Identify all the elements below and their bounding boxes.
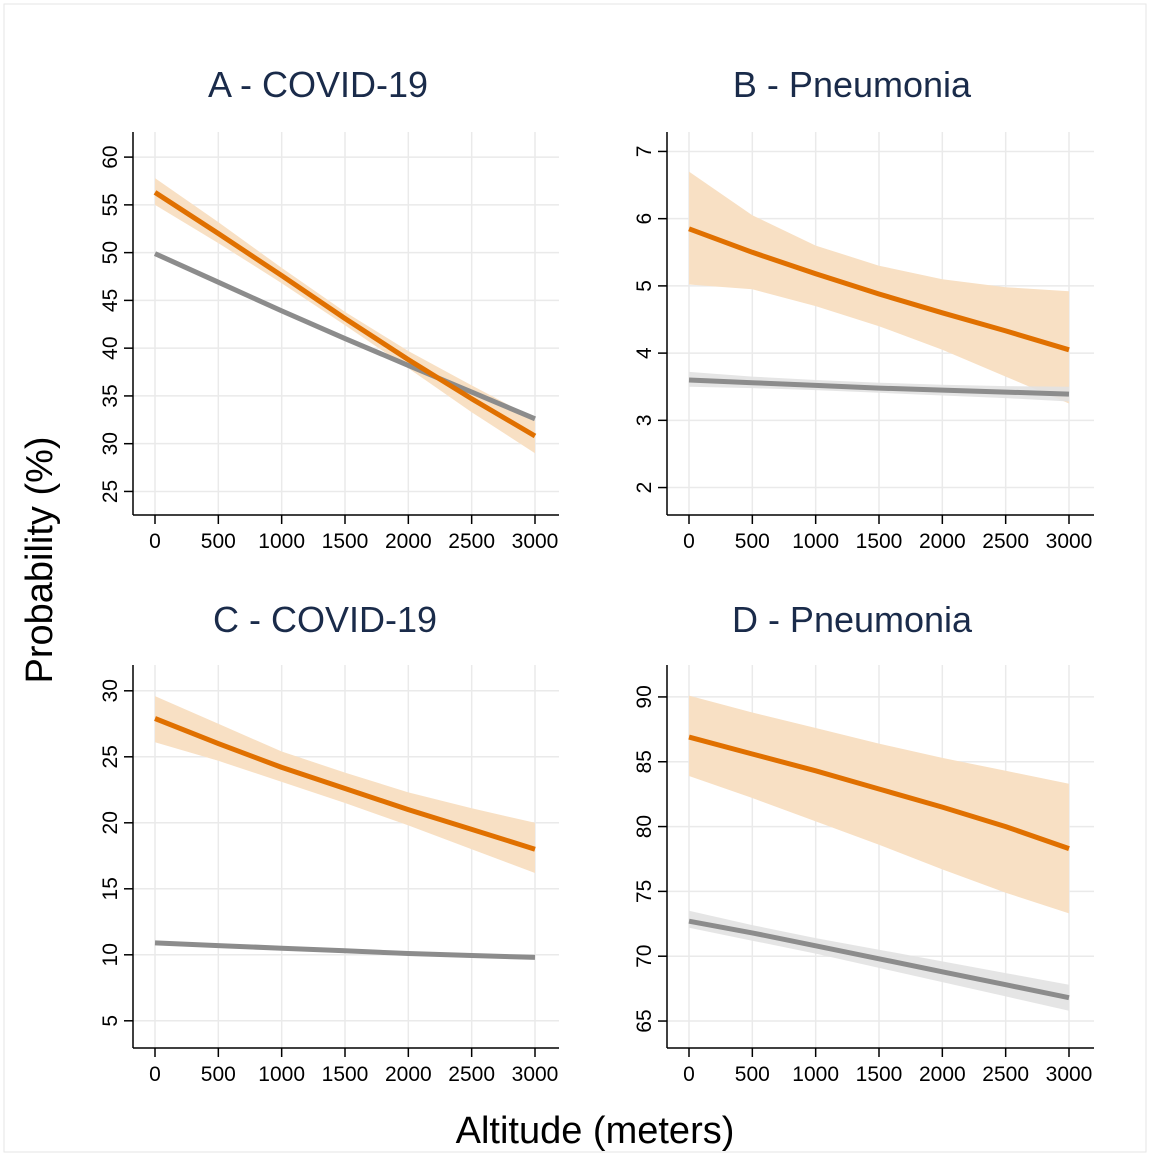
- panel-b-pneumonia: 2 3 4 5 6 7 0 500 1000 1500 2000 2500 3000 B - Pneumo…: [633, 64, 1094, 553]
- ci-band-orange-c: [155, 696, 535, 873]
- y-tick-label-c-2: 15: [99, 877, 122, 900]
- y-tick-label-d-0: 65: [633, 1009, 656, 1032]
- ci-band-orange-b: [689, 171, 1069, 404]
- x-tick-label-a-1: 500: [201, 530, 236, 553]
- y-tick-label-c-3: 20: [99, 811, 122, 834]
- y-tick-label-a-6: 55: [99, 193, 122, 216]
- series-line-orange-d: [688, 734, 1070, 851]
- y-tick-label-b-4: 6: [633, 213, 656, 225]
- x-tick-label-d-4: 2000: [919, 1063, 966, 1086]
- x-tick-label-d-5: 2500: [982, 1063, 1029, 1086]
- x-tick-label-d-6: 3000: [1046, 1063, 1093, 1086]
- series-line-orange-c: [154, 716, 536, 852]
- y-tick-label-a-5: 50: [99, 241, 122, 264]
- y-tick-label-b-5: 7: [633, 146, 656, 158]
- series-line-orange-b: [688, 226, 1070, 353]
- y-tick-label-b-0: 2: [633, 482, 656, 494]
- y-tick-label-a-3: 40: [99, 336, 122, 359]
- x-tick-label-b-5: 2500: [982, 530, 1029, 553]
- x-tick-label-d-2: 1000: [792, 1063, 839, 1086]
- x-tick-label-b-1: 500: [735, 530, 770, 553]
- series-line-gray-d: [688, 918, 1070, 1001]
- ci-band-orange-d: [689, 695, 1069, 914]
- x-tick-label-d-3: 1500: [856, 1063, 903, 1086]
- y-tick-label-a-2: 35: [99, 384, 122, 407]
- panel-c-covid: 5 10 15 20 25 30 0 500 1000 1500 2000 2500 3000 C - C…: [99, 599, 559, 1086]
- x-tick-label-a-6: 3000: [512, 530, 559, 553]
- y-tick-label-c-0: 5: [99, 1015, 122, 1027]
- x-tick-label-d-1: 500: [735, 1063, 770, 1086]
- y-tick-label-d-5: 90: [633, 685, 656, 708]
- x-tick-label-a-0: 0: [149, 530, 161, 553]
- y-tick-label-b-1: 3: [633, 414, 656, 426]
- y-tick-label-d-2: 75: [633, 880, 656, 903]
- x-tick-label-d-0: 0: [683, 1063, 695, 1086]
- x-tick-label-a-2: 1000: [258, 530, 305, 553]
- x-tick-label-b-4: 2000: [919, 530, 966, 553]
- figure-border: [3, 3, 1147, 1153]
- x-tick-label-c-1: 500: [201, 1063, 236, 1086]
- x-tick-label-a-3: 1500: [322, 530, 369, 553]
- y-tick-label-b-2: 4: [633, 347, 656, 359]
- y-tick-label-d-1: 70: [633, 945, 656, 968]
- x-tick-label-a-4: 2000: [385, 530, 432, 553]
- y-tick-label-d-4: 85: [633, 750, 656, 773]
- x-tick-label-b-2: 1000: [792, 530, 839, 553]
- y-tick-label-c-1: 10: [99, 943, 122, 966]
- panel-title-a: A - COVID-19: [208, 64, 428, 105]
- series-line-gray-a: [153, 251, 536, 422]
- x-tick-label-c-0: 0: [149, 1063, 161, 1086]
- y-tick-label-d-3: 80: [633, 815, 656, 838]
- x-tick-label-c-5: 2500: [448, 1063, 495, 1086]
- series-line-orange-a: [153, 190, 537, 439]
- x-tick-label-c-2: 1000: [258, 1063, 305, 1086]
- panel-title-d: D - Pneumonia: [732, 599, 973, 640]
- x-axis-title: Altitude (meters): [456, 1110, 735, 1152]
- panel-title-b: B - Pneumonia: [733, 64, 972, 105]
- panel-d-pneumonia: 65 70 75 80 85 90 0 500 1000 1500 2000 2500 3000 D - …: [633, 599, 1094, 1086]
- y-tick-label-c-5: 30: [99, 679, 122, 702]
- x-tick-label-c-6: 3000: [512, 1063, 559, 1086]
- x-tick-label-b-6: 3000: [1046, 530, 1093, 553]
- series-line-gray-b: [688, 377, 1070, 397]
- y-axis-title: Probability (%): [19, 436, 61, 683]
- y-tick-label-b-3: 5: [633, 280, 656, 292]
- x-tick-label-b-0: 0: [683, 530, 695, 553]
- x-tick-label-b-3: 1500: [856, 530, 903, 553]
- y-tick-label-a-1: 30: [99, 432, 122, 455]
- x-tick-label-c-3: 1500: [322, 1063, 369, 1086]
- y-tick-label-a-0: 25: [99, 480, 122, 503]
- series-line-gray-c: [154, 940, 536, 960]
- y-tick-label-c-4: 25: [99, 745, 122, 768]
- x-tick-label-c-4: 2000: [385, 1063, 432, 1086]
- x-tick-label-a-5: 2500: [448, 530, 495, 553]
- panel-title-c: C - COVID-19: [213, 599, 437, 640]
- panel-a-covid: 25 30 35 40 45 50 55 60 0 500 1000 1500 2000 2500 3000…: [99, 64, 559, 553]
- y-tick-label-a-4: 45: [99, 289, 122, 312]
- y-tick-label-a-7: 60: [99, 145, 122, 168]
